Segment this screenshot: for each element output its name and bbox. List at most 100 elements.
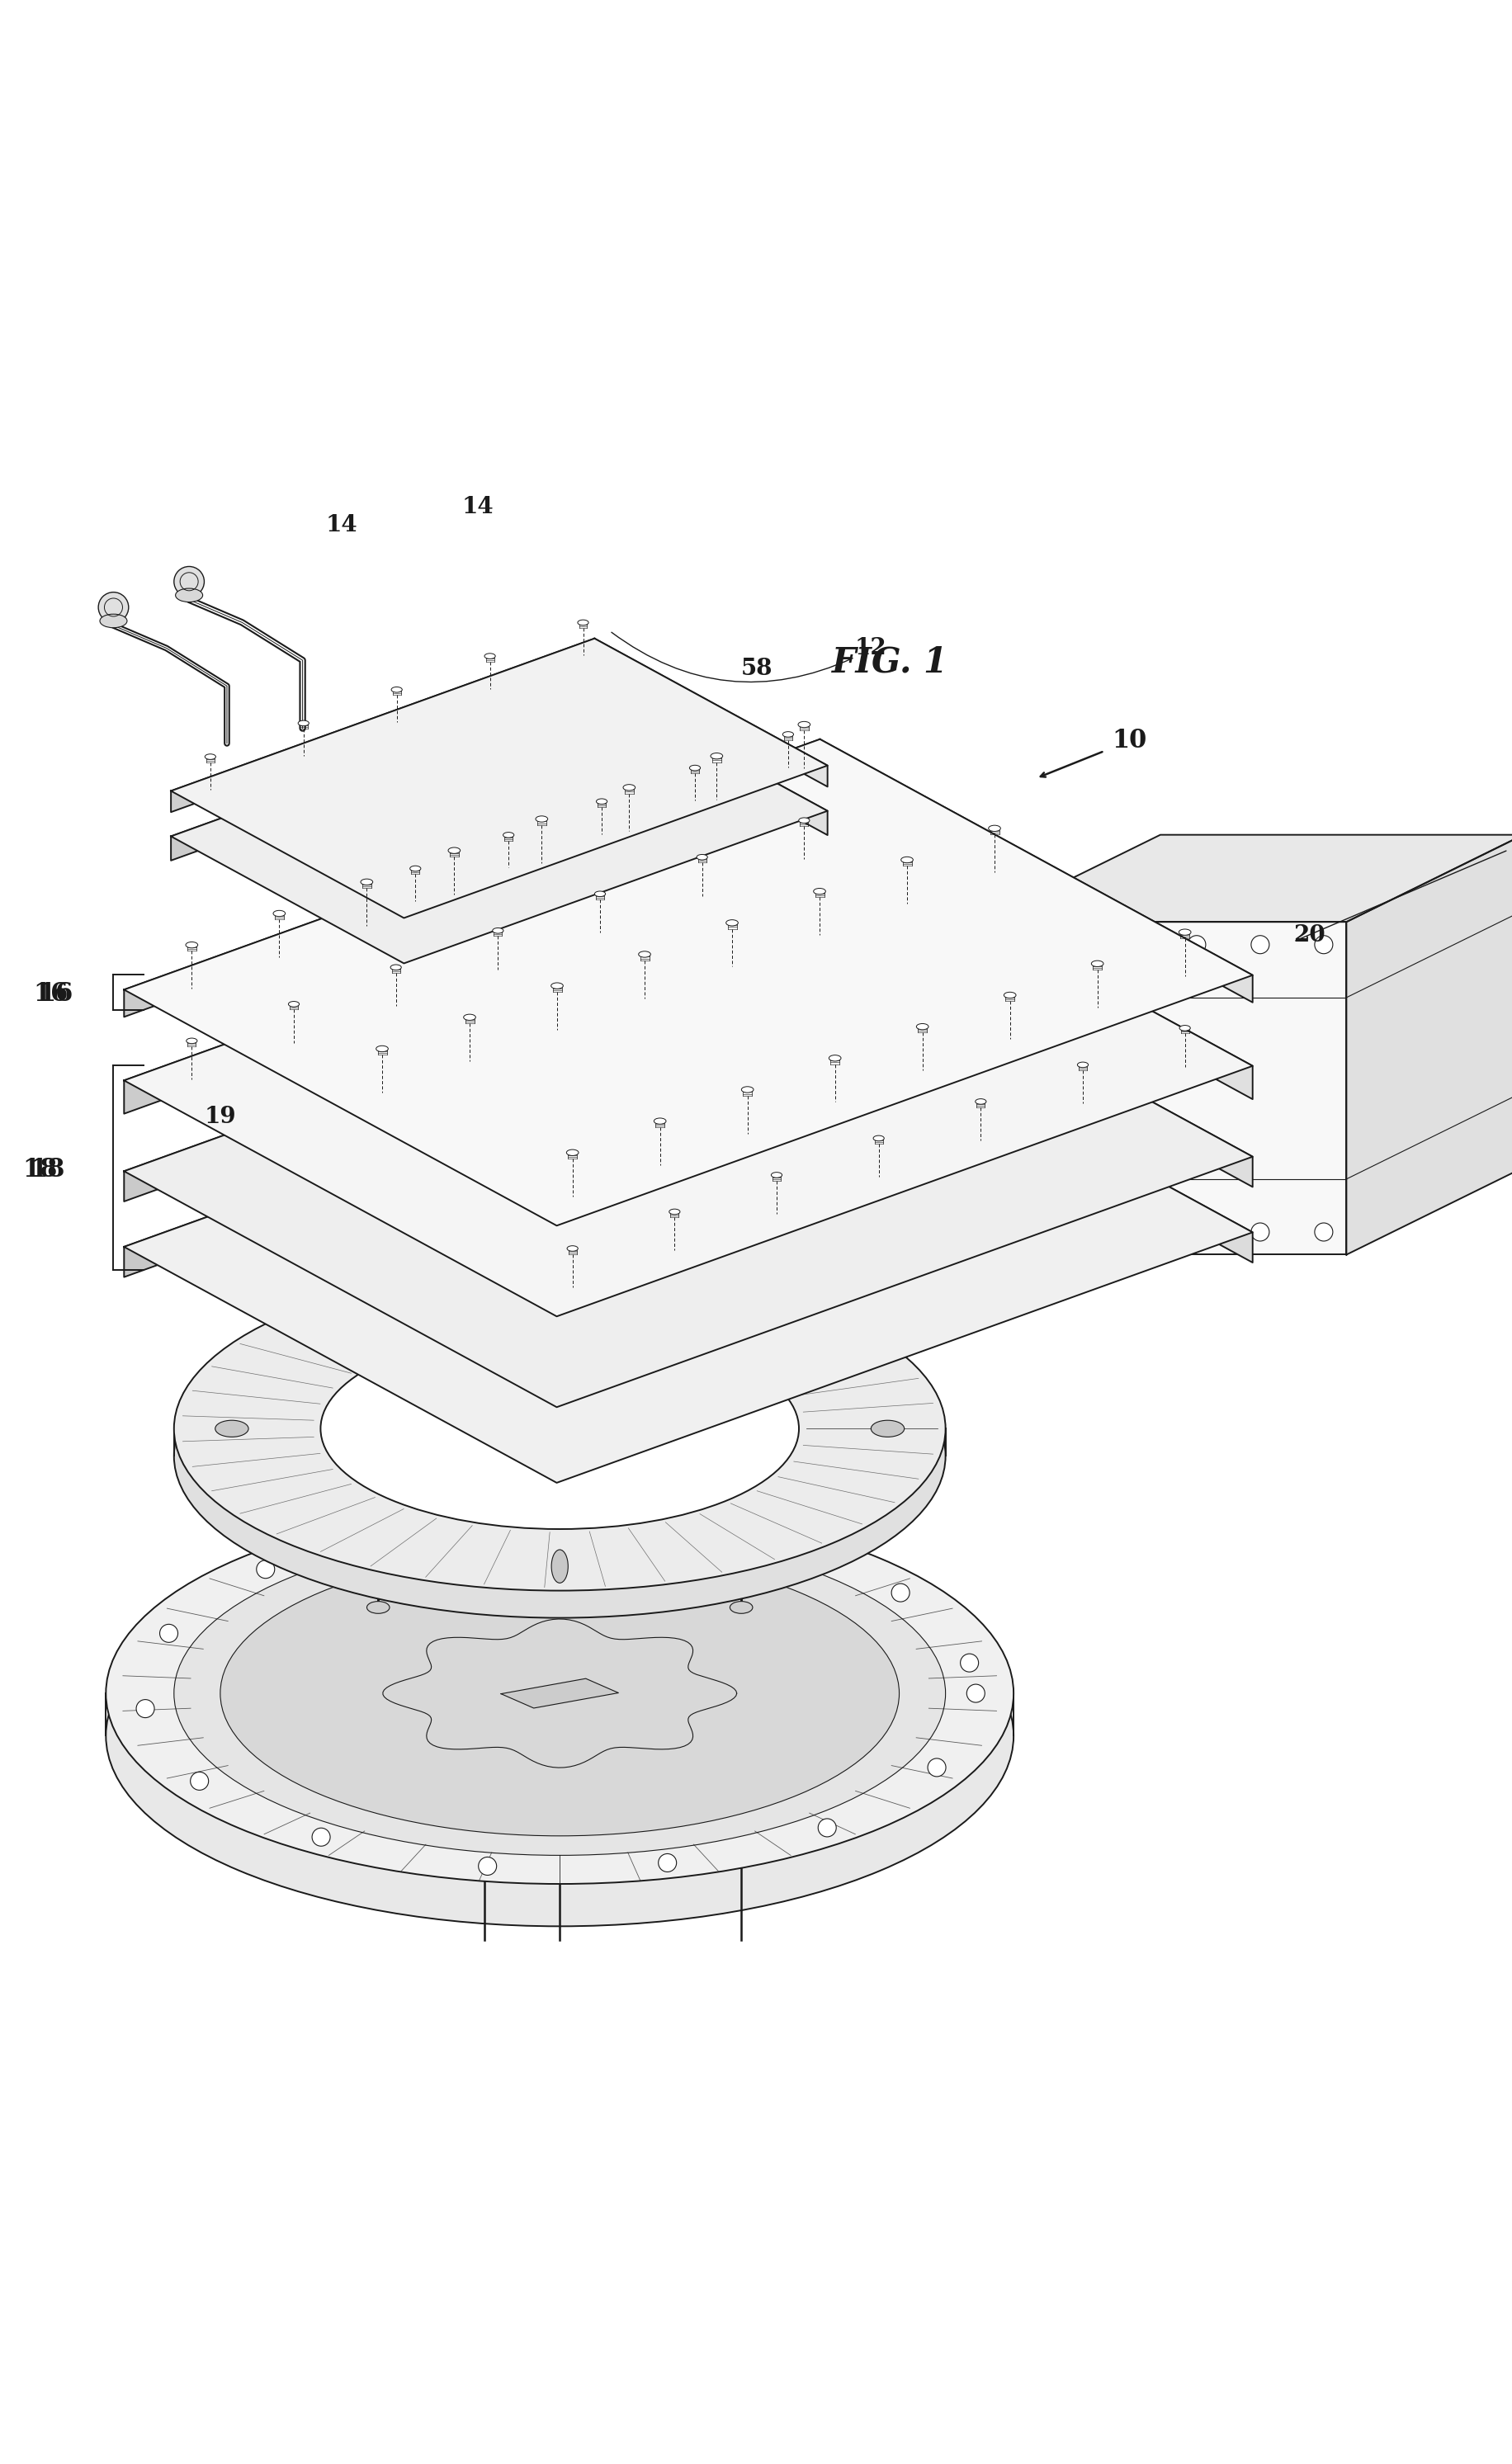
Circle shape (414, 764, 423, 774)
Ellipse shape (711, 754, 723, 759)
Circle shape (927, 1759, 945, 1777)
Polygon shape (983, 922, 1346, 1254)
Circle shape (514, 880, 523, 890)
Circle shape (224, 1082, 239, 1096)
Circle shape (540, 1183, 555, 1198)
Circle shape (1314, 936, 1332, 954)
Text: 14: 14 (325, 515, 357, 537)
Text: 20: 20 (1293, 924, 1325, 946)
Circle shape (510, 754, 519, 764)
Circle shape (578, 729, 587, 739)
Circle shape (751, 793, 761, 803)
Circle shape (1250, 936, 1269, 954)
Circle shape (966, 1685, 984, 1703)
Ellipse shape (98, 591, 129, 623)
Ellipse shape (535, 816, 547, 823)
Polygon shape (124, 739, 1252, 1225)
Ellipse shape (106, 1503, 1013, 1885)
Circle shape (745, 894, 761, 909)
Circle shape (464, 821, 473, 830)
Ellipse shape (771, 1173, 782, 1178)
Circle shape (458, 850, 467, 857)
Circle shape (478, 1858, 496, 1875)
Circle shape (565, 786, 575, 793)
Circle shape (446, 904, 455, 914)
Circle shape (723, 779, 732, 788)
Circle shape (658, 1853, 676, 1873)
Text: 18: 18 (23, 1158, 57, 1183)
Circle shape (278, 813, 287, 821)
Circle shape (160, 1624, 178, 1643)
Circle shape (1060, 936, 1078, 954)
Circle shape (547, 867, 556, 877)
Circle shape (351, 914, 360, 922)
Circle shape (445, 902, 460, 919)
Ellipse shape (174, 1266, 945, 1592)
Ellipse shape (298, 719, 308, 727)
Circle shape (549, 715, 558, 724)
Ellipse shape (1178, 929, 1190, 936)
Ellipse shape (550, 983, 562, 988)
Circle shape (301, 855, 310, 865)
Ellipse shape (567, 1247, 578, 1252)
Circle shape (1123, 1222, 1142, 1242)
Ellipse shape (782, 732, 794, 737)
Ellipse shape (503, 833, 514, 838)
Circle shape (363, 857, 372, 867)
Polygon shape (594, 638, 827, 786)
Ellipse shape (484, 653, 494, 658)
Circle shape (969, 1111, 984, 1126)
Circle shape (408, 1520, 426, 1538)
Circle shape (384, 902, 393, 909)
Circle shape (572, 756, 581, 766)
Ellipse shape (798, 722, 810, 727)
Circle shape (378, 813, 390, 825)
Circle shape (599, 774, 608, 781)
Circle shape (442, 779, 451, 788)
Circle shape (266, 867, 275, 877)
Ellipse shape (916, 1023, 928, 1030)
Circle shape (239, 853, 248, 862)
Ellipse shape (1077, 1062, 1087, 1067)
Text: 18: 18 (30, 1158, 65, 1183)
Polygon shape (171, 638, 594, 813)
Circle shape (503, 781, 513, 791)
Ellipse shape (493, 929, 503, 934)
Circle shape (295, 882, 304, 892)
Circle shape (874, 1062, 889, 1077)
Circle shape (378, 929, 387, 936)
Circle shape (1314, 1222, 1332, 1242)
Ellipse shape (578, 621, 588, 626)
Circle shape (1074, 1072, 1089, 1087)
Circle shape (313, 801, 322, 808)
Circle shape (656, 1222, 671, 1237)
Circle shape (640, 734, 649, 742)
Ellipse shape (689, 766, 700, 771)
Circle shape (402, 818, 411, 828)
Circle shape (491, 838, 500, 845)
Ellipse shape (186, 1037, 197, 1045)
Ellipse shape (829, 1055, 841, 1062)
Circle shape (373, 803, 383, 813)
Circle shape (708, 1121, 723, 1136)
Circle shape (413, 917, 422, 924)
Circle shape (425, 862, 434, 870)
Circle shape (328, 870, 337, 880)
Circle shape (390, 872, 399, 882)
Circle shape (505, 769, 517, 779)
Circle shape (552, 1262, 567, 1276)
Ellipse shape (463, 1015, 475, 1020)
Circle shape (361, 934, 376, 949)
Circle shape (191, 1772, 209, 1791)
Circle shape (696, 764, 705, 774)
Circle shape (452, 877, 461, 885)
Ellipse shape (987, 825, 999, 830)
Polygon shape (1346, 835, 1512, 1254)
Circle shape (605, 747, 614, 754)
Ellipse shape (360, 880, 372, 885)
Polygon shape (124, 995, 1252, 1483)
Circle shape (408, 791, 417, 801)
Ellipse shape (448, 848, 460, 853)
Circle shape (758, 1533, 777, 1550)
Circle shape (429, 833, 438, 843)
